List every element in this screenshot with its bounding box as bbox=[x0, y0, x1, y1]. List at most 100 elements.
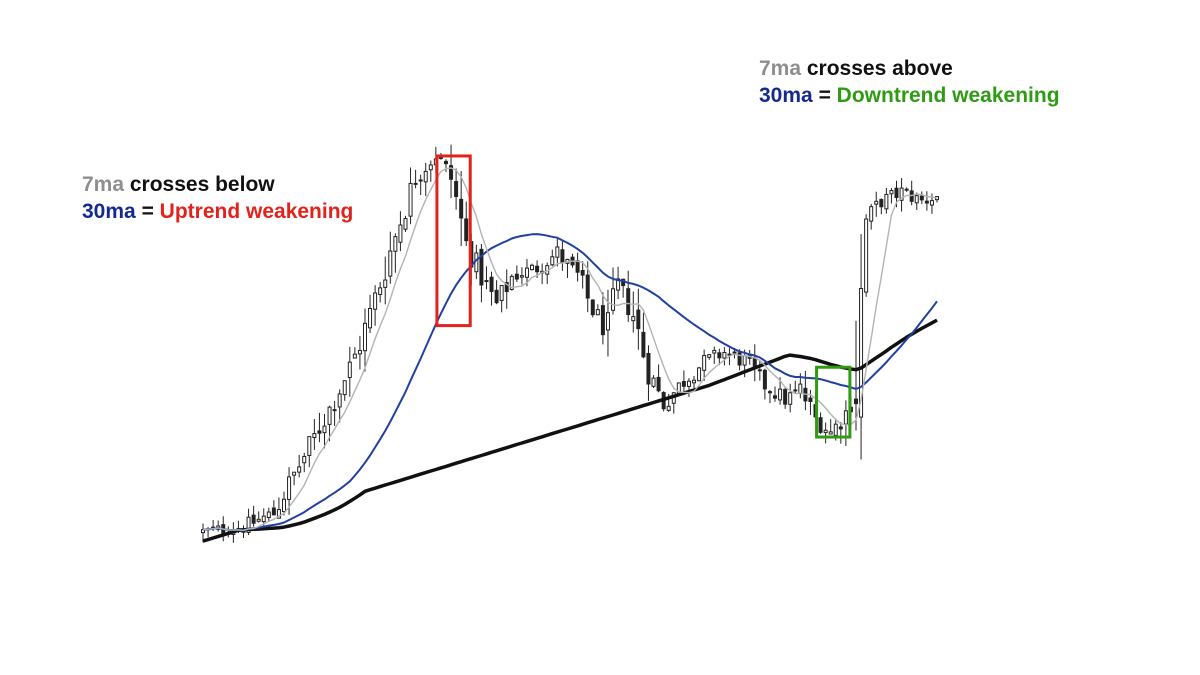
candle-body-down bbox=[600, 305, 605, 336]
equals-sign: = bbox=[818, 84, 831, 107]
candle-body-down bbox=[646, 352, 651, 385]
candle-body-down bbox=[575, 260, 580, 273]
candle-body-up bbox=[524, 267, 529, 278]
candle-body-up bbox=[595, 309, 600, 316]
candle-body-up bbox=[864, 218, 869, 293]
downtrend-weakening-text: Downtrend weakening bbox=[836, 84, 1060, 107]
candle-body-up bbox=[342, 380, 347, 396]
candle-body-down bbox=[454, 181, 459, 198]
candle-body-up bbox=[408, 182, 413, 217]
candle-body-down bbox=[757, 369, 762, 372]
candle-body-up bbox=[859, 287, 864, 418]
candle-body-up bbox=[322, 425, 327, 434]
candle-body-up bbox=[276, 509, 281, 519]
candle-body-up bbox=[914, 195, 919, 204]
ma7-label: 7ma bbox=[759, 57, 802, 80]
candle-body-up bbox=[428, 164, 433, 171]
candle-body-up bbox=[307, 436, 312, 456]
candle-body-up bbox=[362, 322, 367, 352]
candle-body-up bbox=[611, 288, 616, 311]
candle-body-down bbox=[443, 160, 448, 165]
candle-body-down bbox=[732, 351, 737, 354]
candle-body-up bbox=[702, 355, 707, 371]
candle-body-up bbox=[555, 246, 560, 258]
bullish-cross-box bbox=[815, 365, 852, 439]
candle-body-up bbox=[742, 355, 747, 366]
ma30-line bbox=[202, 233, 938, 532]
candle-body-up bbox=[403, 218, 408, 230]
candle-body-up bbox=[352, 353, 357, 359]
candle-body-up bbox=[692, 379, 697, 384]
candle-body-up bbox=[373, 292, 378, 310]
candle-body-down bbox=[681, 381, 686, 387]
annotation-left-line-2: 30ma = Uptrend weakening bbox=[82, 198, 353, 225]
ma7-line bbox=[202, 167, 938, 532]
candle-body-down bbox=[838, 426, 843, 430]
candle-body-up bbox=[929, 200, 934, 206]
ma30-label: 30ma bbox=[759, 84, 813, 107]
candle-body-up bbox=[281, 498, 286, 513]
candle-body-down bbox=[808, 397, 813, 402]
candle-body-up bbox=[302, 455, 307, 464]
equals-sign: = bbox=[141, 200, 154, 223]
candle-body-down bbox=[767, 391, 772, 394]
candle-body-down bbox=[919, 195, 924, 201]
candle-body-down bbox=[641, 331, 646, 358]
candle-body-up bbox=[778, 388, 783, 401]
ma-long-line bbox=[202, 318, 938, 543]
candle-body-down bbox=[251, 514, 256, 524]
candle-body-up bbox=[347, 361, 352, 379]
candle-body-up bbox=[631, 316, 636, 322]
candle-body-up bbox=[530, 264, 535, 271]
candle-body-up bbox=[843, 410, 848, 425]
candle-body-up bbox=[666, 405, 671, 411]
ma30-label: 30ma bbox=[82, 200, 136, 223]
candle-body-down bbox=[271, 507, 276, 516]
candle-body-up bbox=[889, 190, 894, 195]
candle-body-down bbox=[504, 282, 509, 293]
candle-body-down bbox=[590, 299, 595, 316]
candle-body-down bbox=[737, 352, 742, 366]
candle-body-down bbox=[535, 265, 540, 273]
crosses-above-text: crosses above bbox=[806, 57, 953, 80]
candle-body-up bbox=[686, 380, 691, 387]
candle-body-up bbox=[413, 182, 418, 185]
candle-body-up bbox=[798, 383, 803, 395]
candle-body-up bbox=[287, 476, 292, 500]
crosses-below-text: crosses below bbox=[129, 173, 275, 196]
candle-body-up bbox=[616, 278, 621, 291]
candle-body-down bbox=[449, 165, 454, 180]
candle-body-up bbox=[833, 423, 838, 436]
candle-body-up bbox=[266, 511, 271, 519]
candle-body-down bbox=[580, 270, 585, 276]
candle-body-up bbox=[418, 179, 423, 182]
candle-body-down bbox=[484, 280, 489, 283]
candle-body-up bbox=[828, 431, 833, 435]
candle-body-up bbox=[793, 389, 798, 392]
candle-body-down bbox=[479, 248, 484, 286]
candle-body-up bbox=[884, 193, 889, 210]
annotation-left-line-1: 7ma crosses below bbox=[82, 171, 353, 198]
candle-body-up bbox=[874, 200, 879, 205]
candle-body-down bbox=[514, 273, 519, 280]
candle-body-up bbox=[605, 312, 610, 331]
candle-body-up bbox=[357, 350, 362, 355]
candle-body-down bbox=[438, 156, 443, 159]
candle-body-up bbox=[256, 518, 261, 522]
candle-body-up bbox=[388, 250, 393, 277]
candle-body-up bbox=[246, 516, 251, 533]
candle-body-down bbox=[494, 289, 499, 304]
candle-body-up bbox=[261, 515, 266, 523]
candle-body-up bbox=[292, 471, 297, 476]
candle-body-up bbox=[393, 236, 398, 252]
annotation-left: 7ma crosses below 30ma = Uptrend weakeni… bbox=[82, 171, 353, 225]
candle-body-down bbox=[560, 249, 565, 264]
candle-body-down bbox=[317, 430, 322, 434]
moving-average-lines bbox=[202, 167, 938, 543]
candle-body-down bbox=[717, 352, 722, 359]
candle-body-up bbox=[712, 349, 717, 354]
candle-body-up bbox=[869, 206, 874, 222]
candle-body-up bbox=[788, 392, 793, 405]
candle-body-up bbox=[312, 433, 317, 439]
